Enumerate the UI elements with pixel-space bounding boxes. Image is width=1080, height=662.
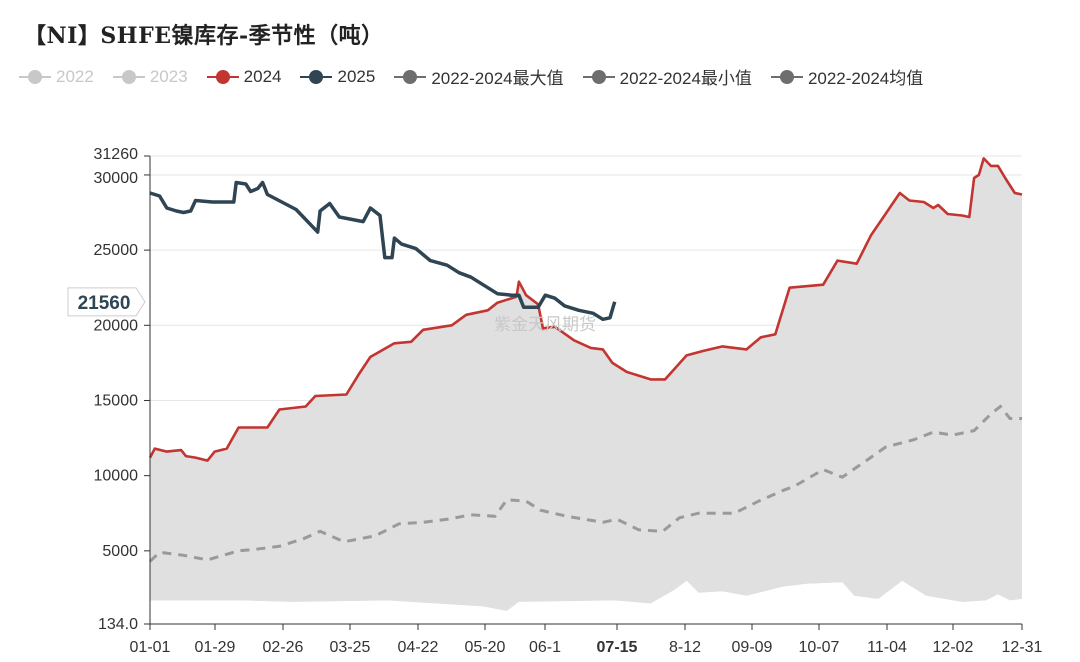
- legend-item-2024[interactable]: 2024: [206, 66, 282, 87]
- crosshair-y-label: 21560: [78, 293, 131, 314]
- y-tick-label: 25000: [94, 242, 139, 259]
- legend-swatch-icon: [19, 69, 51, 84]
- legend-swatch-icon: [300, 69, 333, 84]
- series-line-mean: [148, 404, 1022, 563]
- y-tick-label: 10000: [94, 468, 139, 485]
- x-tick-label: 10-07: [799, 639, 840, 656]
- axes: [144, 155, 1023, 630]
- y-tick-label: 31260: [94, 146, 139, 163]
- y-tick-label: 5000: [102, 543, 138, 560]
- series-line-2024: [148, 157, 1023, 462]
- legend-swatch-icon: [394, 69, 427, 84]
- legend-item-2023[interactable]: 2023: [112, 67, 188, 87]
- legend-label: 2023: [149, 66, 188, 86]
- x-tick-label: 01-01: [130, 639, 171, 656]
- mean-series: [148, 404, 1022, 563]
- y-tick-label: 134.0: [98, 616, 138, 633]
- y-tick-label: 20000: [94, 317, 139, 334]
- range-band-area: [150, 158, 1022, 611]
- y-tick-label: 30000: [94, 170, 139, 187]
- max-min-band: [150, 158, 1022, 624]
- crosshair-overlay: 21560: [67, 287, 146, 317]
- x-tick-label-highlight: 07-15: [597, 639, 638, 656]
- legend-swatch-icon: [770, 69, 803, 84]
- legend-item-2022-2024均值[interactable]: 2022-2024均值: [770, 64, 923, 89]
- year-series: [148, 157, 1023, 462]
- range-band-min-area: [150, 580, 1022, 624]
- x-tick-label: 12-31: [1002, 639, 1043, 656]
- x-tick-label: 05-20: [465, 639, 506, 656]
- x-tick-label: 04-22: [398, 639, 439, 656]
- legend-label: 2022-2024最大值: [431, 69, 564, 88]
- legend-label: 2024: [243, 66, 282, 86]
- legend-label: 2022-2024均值: [807, 69, 924, 88]
- series-line-2025: [149, 180, 617, 322]
- x-tick-label: 02-26: [263, 639, 304, 656]
- legend-item-2022-2024最小值[interactable]: 2022-2024最小值: [582, 64, 752, 89]
- legend-label: 2022: [56, 66, 94, 86]
- crosshair-y-badge: 21560: [67, 287, 146, 317]
- x-tick-label: 03-25: [330, 639, 371, 656]
- legend: 2022 2023 2024 2025 2022-2024最大值 2022-2024最小值…: [18, 64, 923, 89]
- legend-item-2022[interactable]: 2022: [18, 67, 94, 87]
- legend-swatch-icon: [582, 69, 615, 84]
- legend-swatch-icon: [112, 69, 145, 84]
- x-tick-label: 06-1: [529, 639, 561, 656]
- tick-labels: 134.0 5000 10000 15000 20000 25000 30000 31260 0…: [94, 146, 1043, 656]
- x-tick-label: 01-29: [195, 639, 236, 656]
- x-tick-label: 11-04: [867, 639, 907, 656]
- legend-label: 2022-2024最小值: [619, 69, 752, 88]
- y-tick-label: 15000: [94, 392, 139, 409]
- legend-item-2022-2024最大值[interactable]: 2022-2024最大值: [393, 64, 564, 89]
- watermark-text: 紫金天风期货: [494, 315, 596, 334]
- legend-label: 2025: [337, 66, 376, 86]
- x-tick-label: 8-12: [669, 639, 701, 656]
- legend-item-2025[interactable]: 2025: [299, 67, 375, 87]
- x-tick-label: 09-09: [732, 639, 773, 656]
- x-tick-label: 12-02: [933, 639, 974, 656]
- chart-title: 【NI】SHFE镍库存-季节性（吨）: [24, 23, 384, 49]
- legend-swatch-icon: [206, 69, 239, 84]
